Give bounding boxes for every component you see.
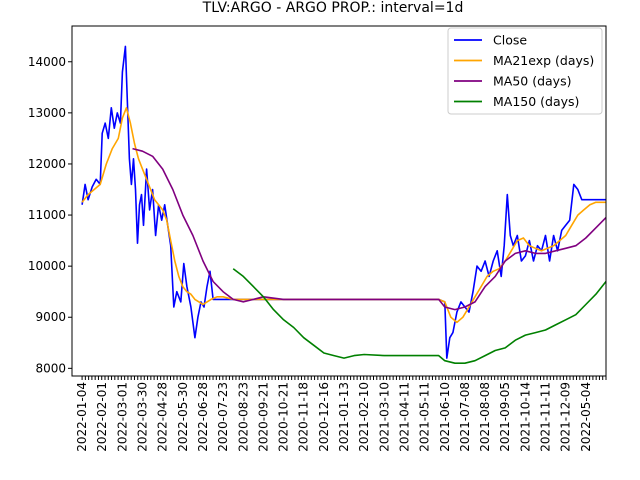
x-tick-label: 2022-05-04 [579, 382, 593, 452]
x-tick-label: 2020-10-21 [277, 382, 291, 452]
x-tick-label: 2021-05-11 [418, 382, 432, 452]
legend-label-3: MA150 (days) [493, 94, 579, 109]
series-line-2 [133, 149, 607, 310]
y-tick-label: 11000 [28, 208, 66, 222]
x-tick-label: 2020-11-18 [297, 382, 311, 452]
legend-label-0: Close [493, 33, 527, 48]
x-tick-label: 2022-01-04 [75, 382, 89, 452]
x-axis: 2022-01-04 2022-02-01 2022-03-01 2022-03-30… [75, 376, 606, 452]
x-tick-label: 2022-05-30 [176, 382, 190, 452]
x-tick-label: 2022-02-01 [95, 382, 109, 452]
legend-label-1: MA21exp (days) [493, 53, 594, 68]
x-tick-label: 2022-03-01 [115, 382, 129, 452]
x-tick-label: 2020-08-23 [236, 382, 250, 452]
legend-label-2: MA50 (days) [493, 74, 571, 89]
x-tick-label: 2021-06-10 [438, 382, 452, 452]
y-tick-label: 9000 [35, 310, 66, 324]
x-tick-label: 2020-12-16 [317, 382, 331, 452]
x-tick-label: 2021-07-08 [458, 382, 472, 452]
x-tick-label: 2020-09-21 [256, 382, 270, 452]
x-tick-label: 2021-11-11 [539, 382, 553, 452]
y-tick-label: 14000 [28, 55, 66, 69]
x-tick-label: 2022-06-28 [196, 382, 210, 452]
y-tick-label: 10000 [28, 259, 66, 273]
x-tick-label: 2022-04-28 [156, 382, 170, 452]
x-tick-label: 2021-01-13 [337, 382, 351, 452]
x-tick-label: 2022-03-30 [136, 382, 150, 452]
x-tick-label: 2021-08-08 [478, 382, 492, 452]
x-tick-label: 2021-03-10 [377, 382, 391, 452]
x-tick-label: 2020-07-23 [216, 382, 230, 452]
y-tick-label: 13000 [28, 106, 66, 120]
x-tick-label: 2021-04-11 [397, 382, 411, 452]
x-tick-label: 2021-09-05 [498, 382, 512, 452]
legend: Close MA21exp (days) MA50 (days) MA150 (day… [448, 28, 602, 114]
x-tick-label: 2021-02-10 [357, 382, 371, 452]
x-tick-label: 2021-10-14 [518, 382, 532, 452]
series-line-3 [233, 269, 606, 364]
x-tick-label: 2021-12-09 [559, 382, 573, 452]
y-tick-label: 12000 [28, 157, 66, 171]
y-axis: 8000 9000 10000 11000 12000 13000 14000 [28, 55, 72, 376]
chart-title: TLV:ARGO - ARGO PROP.: interval=1d [202, 0, 464, 16]
y-tick-label: 8000 [35, 361, 66, 375]
